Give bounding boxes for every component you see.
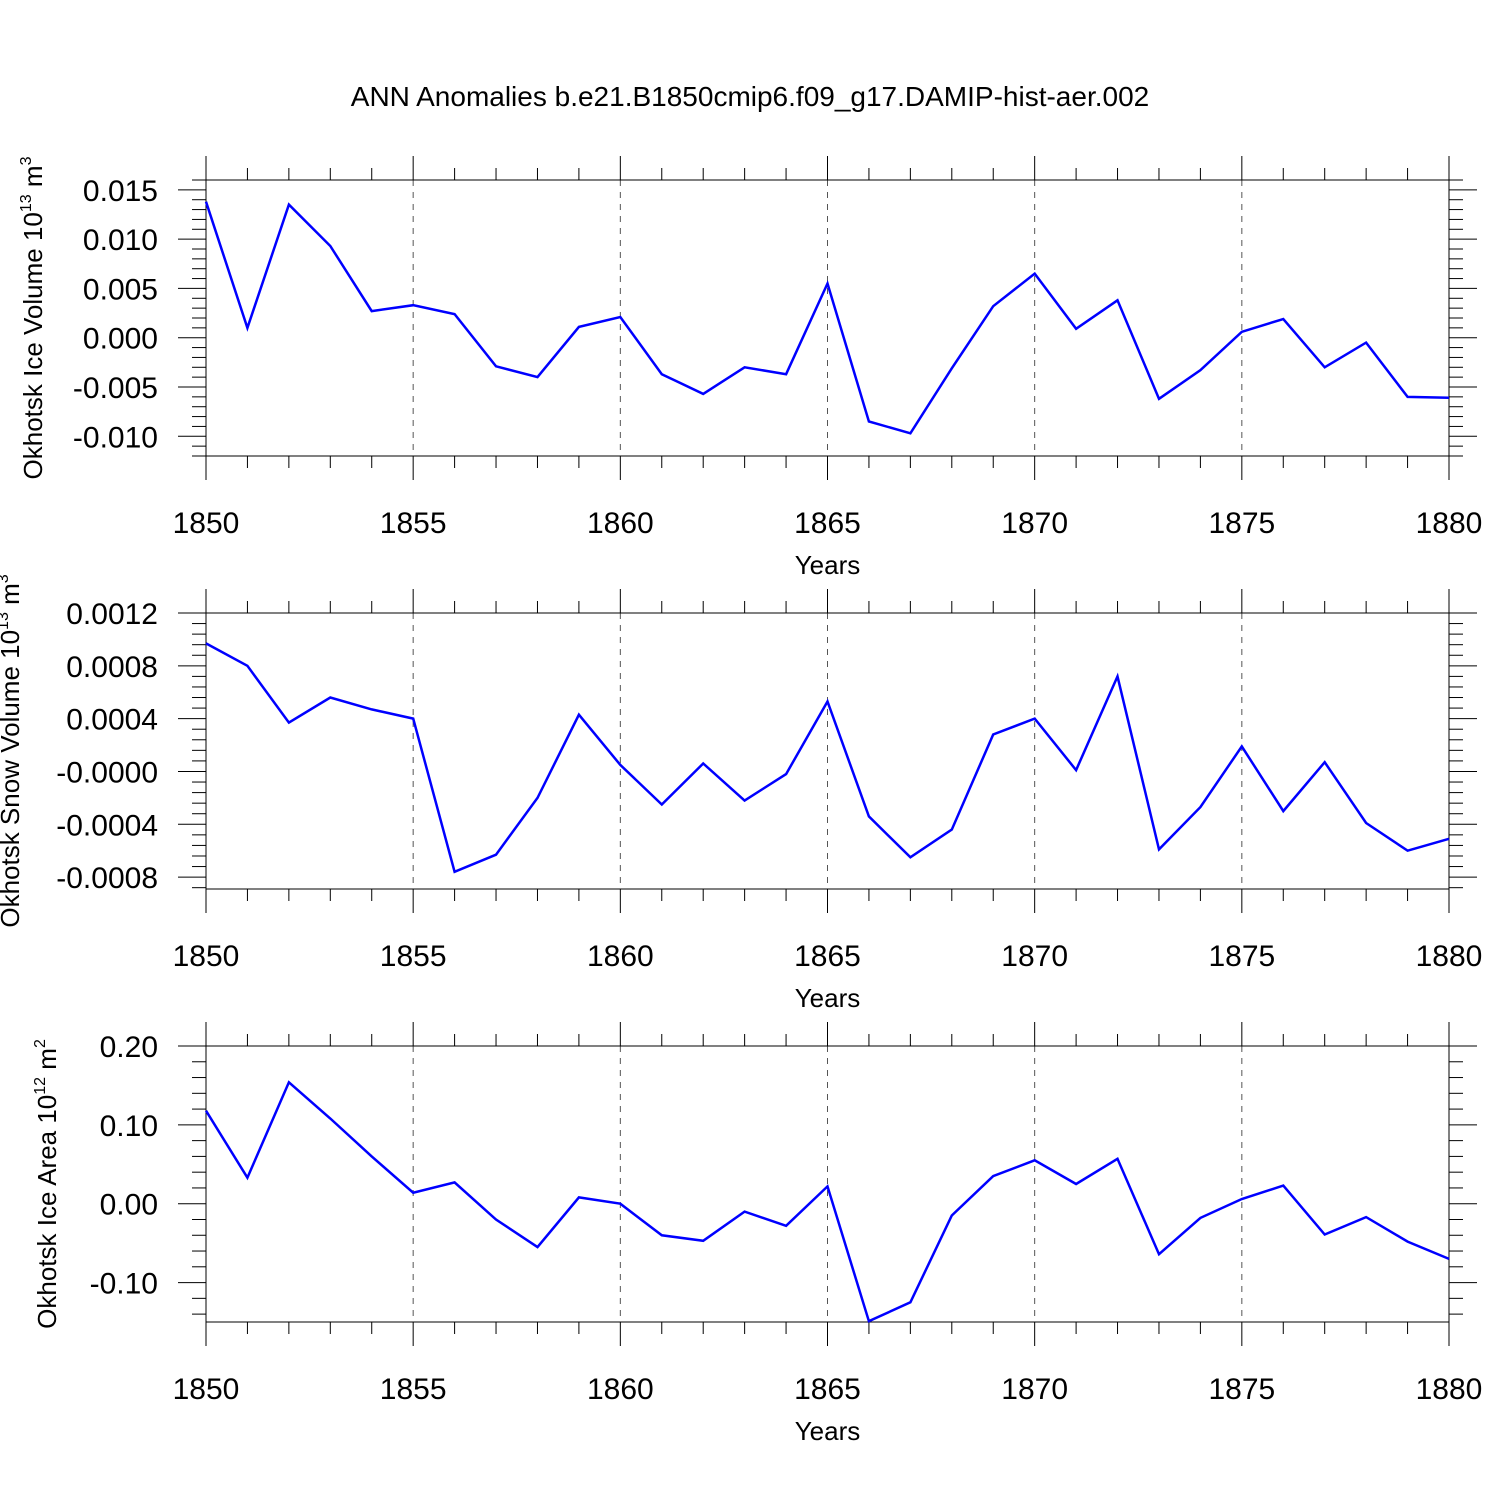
x-tick-label: 1860 <box>587 940 654 973</box>
x-tick-label: 1865 <box>794 507 861 540</box>
series-line <box>204 1080 1450 1323</box>
y-tick-label: 0.015 <box>83 175 158 208</box>
x-tick-label: 1850 <box>173 507 240 540</box>
y-tick-label: 0.000 <box>83 323 158 356</box>
x-tick-label: 1860 <box>587 507 654 540</box>
x-tick-label: 1850 <box>173 940 240 973</box>
y-tick-label: 0.005 <box>83 273 158 306</box>
panel-3: 0.20 0.10 0.00 -0.10 1850 1855 1860 1865 1870 187… <box>32 1022 1482 1446</box>
x-tick-label: 1875 <box>1208 940 1275 973</box>
panel-2: 0.0012 0.0008 0.0004 -0.0000 -0.0004 -0.0008 1… <box>0 574 1482 1013</box>
x-tick-label: 1850 <box>173 1373 240 1406</box>
x-tick-label: 1855 <box>380 940 447 973</box>
x-tick-label: 1875 <box>1208 507 1275 540</box>
x-axis-label: Years <box>795 983 861 1013</box>
figure-title: ANN Anomalies b.e21.B1850cmip6.f09_g17.D… <box>351 81 1149 112</box>
x-tick-label: 1865 <box>794 1373 861 1406</box>
x-tick-label: 1870 <box>1001 940 1068 973</box>
y-axis-label: Okhotsk Snow Volume 1013 m3 <box>0 574 25 927</box>
x-tick-label: 1870 <box>1001 507 1068 540</box>
y-axis-label: Okhotsk Ice Volume 1013 m3 <box>18 156 48 479</box>
y-tick-label: 0.20 <box>100 1031 158 1064</box>
x-tick-label: 1860 <box>587 1373 654 1406</box>
chart-panels: 0.015 0.010 0.005 0.000 -0.005 -0.010 1850 1855… <box>0 156 1482 1446</box>
y-tick-label: -0.10 <box>90 1268 158 1301</box>
y-tick-label: 0.00 <box>100 1189 158 1222</box>
x-tick-label: 1855 <box>380 507 447 540</box>
y-axis-label: Okhotsk Ice Area 1012 m2 <box>32 1039 62 1329</box>
y-tick-label: 0.010 <box>83 224 158 257</box>
x-tick-label: 1880 <box>1416 1373 1483 1406</box>
x-axis-label: Years <box>795 550 861 580</box>
y-tick-label: 0.0008 <box>66 651 158 684</box>
x-tick-label: 1875 <box>1208 1373 1275 1406</box>
y-tick-label: 0.0012 <box>66 598 158 631</box>
y-tick-label: -0.005 <box>73 372 158 405</box>
x-tick-label: 1870 <box>1001 1373 1068 1406</box>
x-tick-label: 1880 <box>1416 940 1483 973</box>
x-tick-label: 1865 <box>794 940 861 973</box>
x-axis-label: Years <box>795 1416 861 1446</box>
y-tick-label: -0.0004 <box>56 809 158 842</box>
y-tick-label: -0.0000 <box>56 756 158 789</box>
x-tick-label: 1855 <box>380 1373 447 1406</box>
y-tick-label: -0.0008 <box>56 862 158 895</box>
y-tick-label: 0.0004 <box>66 704 158 737</box>
y-tick-label: -0.010 <box>73 421 158 454</box>
y-tick-label: 0.10 <box>100 1110 158 1143</box>
panel-1: 0.015 0.010 0.005 0.000 -0.005 -0.010 1850 1855… <box>18 156 1482 580</box>
series-line <box>205 642 1450 874</box>
x-tick-label: 1880 <box>1416 507 1483 540</box>
series-line <box>204 201 1450 435</box>
